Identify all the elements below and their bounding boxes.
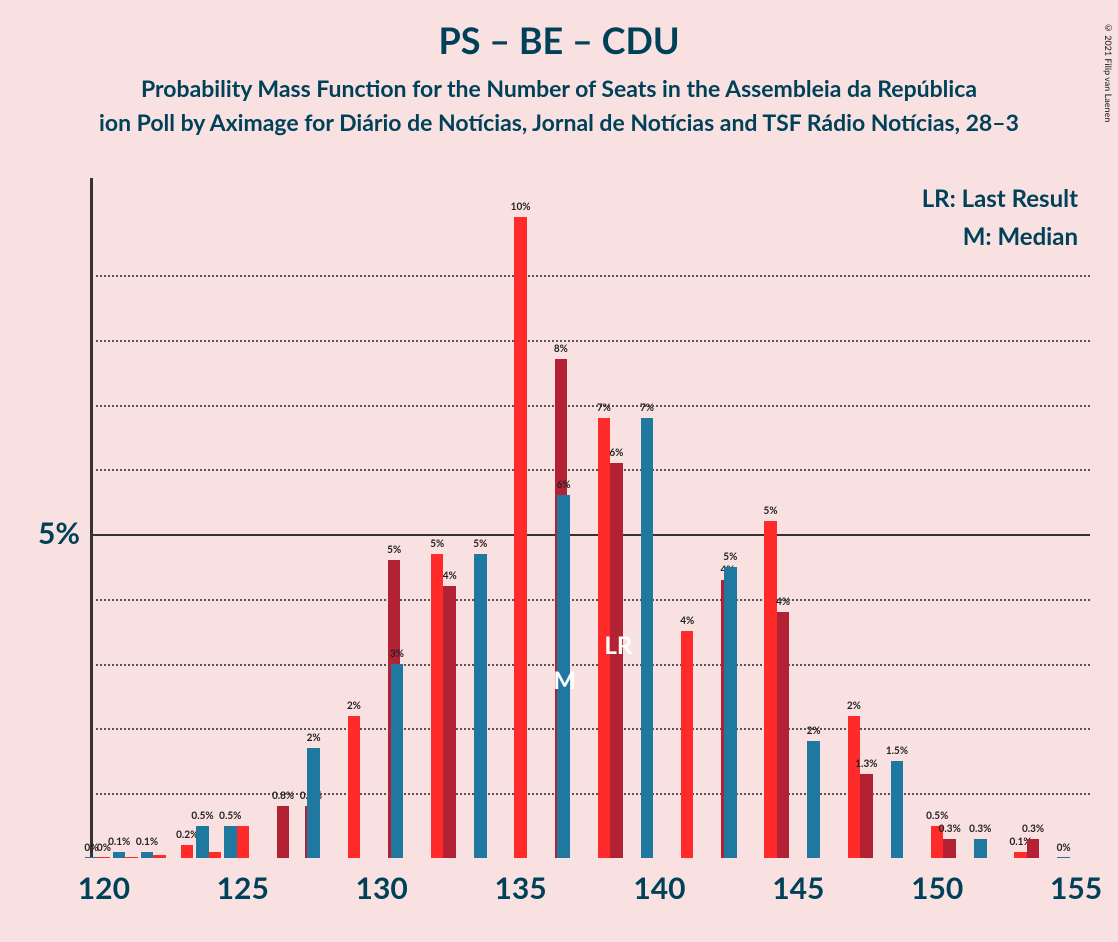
chart-bar bbox=[277, 806, 290, 858]
bar-value-label: 0.8% bbox=[268, 790, 298, 802]
y-tick-label: 5% bbox=[38, 515, 80, 551]
chart-bar bbox=[724, 567, 737, 858]
chart-bar bbox=[307, 748, 320, 858]
x-tick-label: 130 bbox=[342, 870, 422, 906]
x-tick-label: 135 bbox=[481, 870, 561, 906]
x-tick-label: 140 bbox=[619, 870, 699, 906]
chart-plot-area: 0%0%0.1%0.1%0.2%0.5%0.5%0.8%0.8%2%2%5%3%… bbox=[90, 178, 1090, 858]
gridline bbox=[96, 275, 1090, 277]
gridline bbox=[96, 728, 1090, 730]
chart-subtitle-1: Probability Mass Function for the Number… bbox=[0, 74, 1118, 102]
bar-value-label: 0.3% bbox=[1018, 823, 1048, 835]
chart-bar bbox=[1057, 857, 1070, 858]
chart-bar bbox=[237, 826, 250, 858]
median-annotation: M bbox=[553, 666, 576, 695]
chart-bar bbox=[85, 857, 98, 858]
chart-bar bbox=[860, 774, 873, 858]
chart-bar bbox=[141, 852, 154, 858]
chart-bar bbox=[443, 586, 456, 858]
chart-bar bbox=[943, 839, 956, 858]
bar-value-label: 0.1% bbox=[132, 836, 162, 848]
chart-title: PS – BE – CDU bbox=[0, 18, 1118, 62]
chart-bar bbox=[153, 855, 166, 858]
bar-value-label: 7% bbox=[589, 402, 619, 414]
chart-bar bbox=[196, 826, 209, 858]
chart-bar bbox=[681, 631, 694, 858]
bar-value-label: 4% bbox=[768, 596, 798, 608]
bar-value-label: 6% bbox=[549, 479, 579, 491]
chart-bar bbox=[391, 664, 404, 858]
bar-value-label: 2% bbox=[839, 700, 869, 712]
chart-bar bbox=[181, 845, 194, 858]
chart-bar bbox=[807, 741, 820, 858]
gridline-major bbox=[90, 534, 1090, 536]
bar-value-label: 8% bbox=[546, 343, 576, 355]
gridline bbox=[96, 599, 1090, 601]
bar-value-label: 0.3% bbox=[965, 823, 995, 835]
bar-value-label: 6% bbox=[601, 447, 631, 459]
bar-value-label: 2% bbox=[799, 725, 829, 737]
chart-bar bbox=[125, 857, 138, 858]
bar-value-label: 5% bbox=[715, 551, 745, 563]
chart-bar bbox=[113, 852, 126, 858]
x-tick-label: 145 bbox=[758, 870, 838, 906]
bar-value-label: 7% bbox=[632, 402, 662, 414]
last-result-annotation: LR bbox=[600, 631, 637, 660]
chart-bar bbox=[474, 554, 487, 858]
x-tick-label: 150 bbox=[897, 870, 977, 906]
bar-value-label: 0.1% bbox=[104, 836, 134, 848]
bar-value-label: 0% bbox=[1049, 842, 1079, 854]
bar-value-label: 4% bbox=[435, 570, 465, 582]
chart-bar bbox=[891, 761, 904, 858]
y-axis bbox=[90, 178, 93, 858]
bar-value-label: 5% bbox=[756, 505, 786, 517]
bar-value-label: 2% bbox=[299, 732, 329, 744]
chart-bar bbox=[514, 217, 527, 858]
gridline bbox=[96, 793, 1090, 795]
chart-bar bbox=[98, 857, 111, 858]
chart-bar bbox=[1027, 839, 1040, 858]
bar-value-label: 3% bbox=[382, 648, 412, 660]
chart-bar bbox=[974, 839, 987, 858]
x-tick-label: 155 bbox=[1036, 870, 1116, 906]
copyright-text: © 2021 Filip van Laenen bbox=[1103, 22, 1114, 122]
chart-subtitle-2: ion Poll by Aximage for Diário de Notíci… bbox=[0, 108, 1118, 136]
chart-bar bbox=[348, 716, 361, 858]
bar-value-label: 1.3% bbox=[851, 758, 881, 770]
chart-bar bbox=[1014, 852, 1027, 858]
bar-value-label: 5% bbox=[379, 544, 409, 556]
chart-bar bbox=[848, 716, 861, 858]
gridline bbox=[96, 664, 1090, 666]
gridline bbox=[96, 469, 1090, 471]
chart-bar bbox=[224, 826, 237, 858]
bar-value-label: 0.5% bbox=[188, 810, 218, 822]
bar-value-label: 2% bbox=[339, 700, 369, 712]
chart-bar bbox=[764, 521, 777, 858]
bar-value-label: 4% bbox=[672, 615, 702, 627]
chart-bar bbox=[641, 418, 654, 858]
bar-value-label: 0.5% bbox=[922, 810, 952, 822]
x-tick-label: 120 bbox=[64, 870, 144, 906]
chart-bar bbox=[777, 612, 790, 858]
chart-bar bbox=[431, 554, 444, 858]
bar-value-label: 1.5% bbox=[882, 745, 912, 757]
x-tick-label: 125 bbox=[203, 870, 283, 906]
chart-bar bbox=[209, 852, 222, 858]
bar-value-label: 0.5% bbox=[215, 810, 245, 822]
bar-value-label: 5% bbox=[465, 538, 495, 550]
gridline bbox=[96, 340, 1090, 342]
bar-value-label: 10% bbox=[506, 201, 536, 213]
bar-value-label: 0.3% bbox=[935, 823, 965, 835]
bar-value-label: 5% bbox=[422, 538, 452, 550]
